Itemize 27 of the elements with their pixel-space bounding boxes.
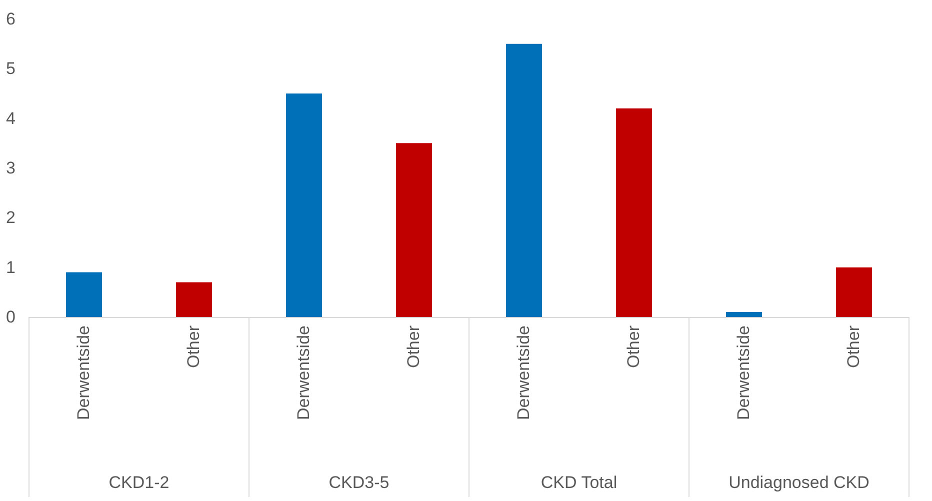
y-tick-label: 4 [6, 108, 16, 128]
x-tick-label: Derwentside [514, 326, 533, 420]
x-tick-label: Other [404, 325, 423, 368]
bar [616, 108, 652, 317]
text: CKD1-2 [108, 473, 170, 492]
bar [176, 282, 212, 317]
bar [286, 94, 322, 317]
x-tick-label: Derwentside [734, 326, 753, 420]
x-tick-label: Other [184, 325, 203, 368]
text: CKD3-5 [328, 473, 390, 492]
y-tick-label: 3 [6, 158, 16, 178]
bar [396, 143, 432, 317]
text: CKD Total [540, 473, 618, 492]
y-tick-label: 5 [6, 59, 16, 78]
text: Undiagnosed CKD [728, 473, 870, 492]
bar [66, 272, 102, 317]
bar [836, 267, 872, 317]
bar [506, 44, 542, 317]
y-tick-label: 6 [6, 10, 16, 28]
x-tick-label: Derwentside [74, 326, 93, 420]
y-tick-label: 1 [6, 258, 16, 277]
y-tick-label: 2 [6, 208, 16, 228]
x-tick-label: Other [844, 325, 863, 368]
bar [726, 312, 762, 317]
x-tick-label: Derwentside [294, 326, 313, 420]
x-tick-label: Other [624, 325, 643, 368]
y-tick-label: 0 [6, 308, 16, 326]
